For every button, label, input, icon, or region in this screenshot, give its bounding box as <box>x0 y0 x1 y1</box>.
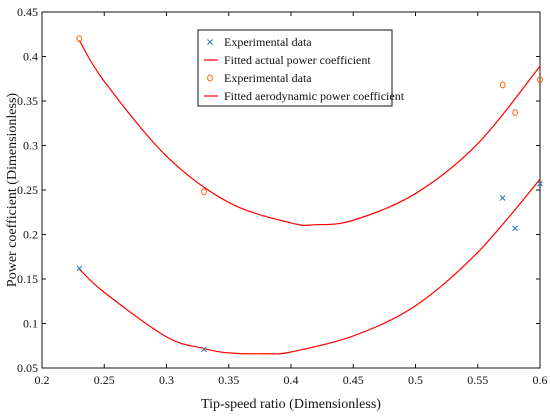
legend-marker-0 <box>207 39 213 45</box>
series-2-point-0 <box>76 35 83 43</box>
x-tick-label-3: 0.35 <box>218 373 239 387</box>
y-tick-label-4: 0.25 <box>17 183 38 197</box>
x-tick-label-0: 0.2 <box>35 373 50 387</box>
series-0-point-1 <box>200 346 207 353</box>
x-axis-title: Tip-speed ratio (Dimensionless) <box>201 397 381 412</box>
axes-layer: 0.2 0.25 0.3 0.35 0.4 0.45 0.5 0.55 0.6 0.05 0.1 0.… <box>5 5 548 412</box>
legend-label-3: Fitted aerodynamic power coefficient <box>224 89 405 103</box>
points-layer <box>76 35 543 353</box>
legend-label-2: Experimental data <box>224 71 312 85</box>
x-tick-label-2: 0.3 <box>159 373 174 387</box>
legend-label-1: Fitted actual power coefficient <box>224 53 371 67</box>
x-tick-label-4: 0.4 <box>284 373 299 387</box>
series-line-3 <box>78 40 541 226</box>
x-tick-label-8: 0.6 <box>533 373 548 387</box>
series-2-point-3 <box>512 109 518 117</box>
x-tick-label-5: 0.45 <box>343 373 364 387</box>
legend-box <box>197 29 393 107</box>
x-tick-label-6: 0.5 <box>408 373 423 387</box>
y-tick-label-7: 0.4 <box>23 50 38 64</box>
y-tick-label-3: 0.2 <box>23 228 38 242</box>
y-tick-label-5: 0.3 <box>23 139 38 153</box>
series-2-point-1 <box>200 188 207 196</box>
series-2-point-4 <box>537 76 543 84</box>
legend-marker-2 <box>207 74 213 82</box>
series-0-point-2 <box>499 195 506 201</box>
curves-layer <box>78 40 541 355</box>
y-tick-label-2: 0.15 <box>17 272 38 286</box>
series-line-1 <box>78 178 541 355</box>
x-tick-label-1: 0.25 <box>94 373 115 387</box>
legend-layer: Experimental data Fitted actual power coe… <box>197 29 405 107</box>
y-tick-label-0: 0.05 <box>17 361 38 375</box>
y-tick-label-1: 0.1 <box>23 317 38 331</box>
legend-label-0: Experimental data <box>224 35 312 49</box>
y-axis-title: Power coefficient (Dimensionless) <box>5 93 20 287</box>
series-0-point-0 <box>76 265 83 272</box>
y-tick-label-6: 0.35 <box>17 94 38 108</box>
series-2-point-2 <box>499 81 506 89</box>
series-0-point-4 <box>537 180 543 187</box>
series-0-point-3 <box>512 225 518 232</box>
x-tick-label-7: 0.55 <box>467 373 488 387</box>
y-tick-label-8: 0.45 <box>17 5 38 19</box>
